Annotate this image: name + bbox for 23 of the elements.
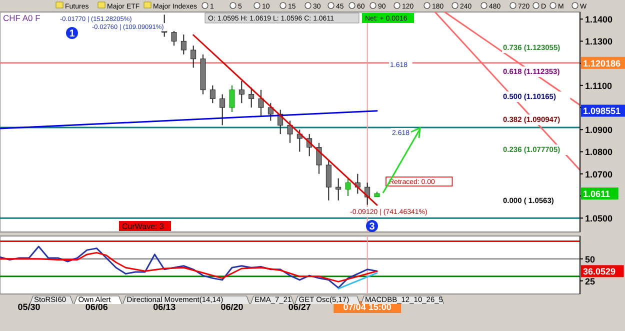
text: 1.0611	[583, 189, 610, 200]
text: 36.0529	[583, 266, 616, 277]
y-tick-label: 1.0500	[585, 214, 613, 224]
y-tick-label: 50	[585, 254, 596, 264]
y-tick-label: 1.1400	[585, 14, 613, 25]
text: 1.098551	[583, 106, 621, 116]
x-tick-label: 06/20	[220, 302, 244, 312]
y-tick-label: 1.1300	[585, 36, 613, 47]
x-tick-label: 06/13	[153, 302, 176, 312]
chart-title: CHF A0 F	[3, 13, 40, 23]
annotation: CurWave: 3	[122, 222, 164, 231]
y-tick-label: 1.0800	[585, 147, 613, 158]
ref-line-label: 1.120186	[583, 58, 621, 68]
y-tick-label: 25	[585, 276, 596, 286]
y-tick-label: 1.0700	[585, 169, 613, 180]
x-tick-label: 05/30	[18, 302, 40, 312]
annotation: 3	[369, 222, 376, 232]
ref-line-label: 07/04 15:00	[343, 302, 392, 312]
y-tick-label: 1.0900	[585, 125, 613, 136]
x-tick-label: 06/06	[85, 302, 108, 312]
annotation: 1	[69, 28, 76, 40]
x-tick-label: 06/27	[288, 302, 311, 312]
y-tick-label: 1.1100	[585, 80, 612, 91]
